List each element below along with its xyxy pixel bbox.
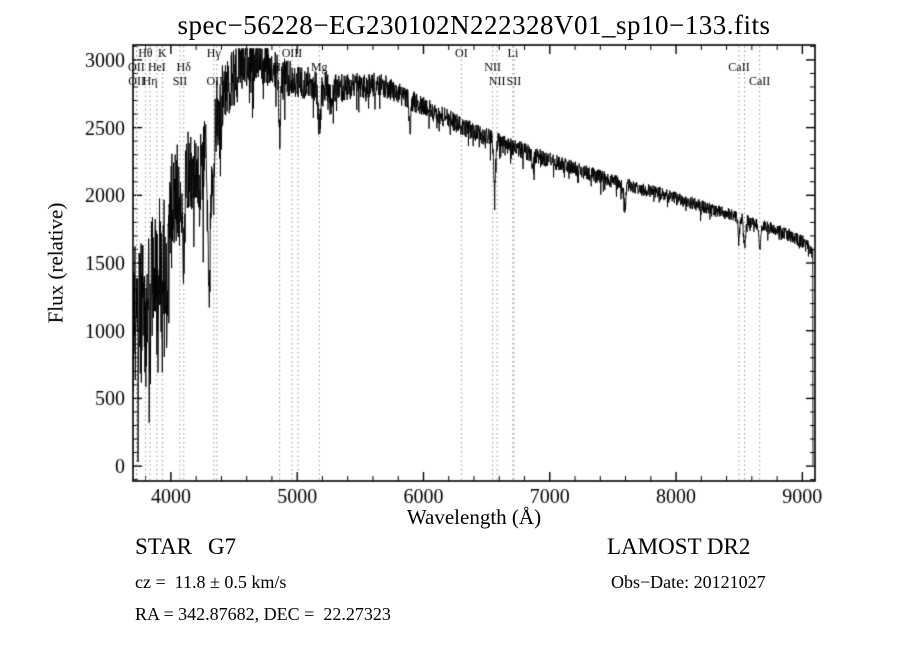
coordinates-text: RA = 342.87682, DEC = 22.27323 bbox=[135, 604, 391, 624]
obs-date-text: Obs−Date: 20121027 bbox=[611, 572, 766, 592]
plot-title: spec−56228−EG230102N222328V01_sp10−133.f… bbox=[177, 10, 771, 40]
x-axis-label: Wavelength (Å) bbox=[406, 505, 542, 529]
object-subclass-label: G7 bbox=[208, 534, 237, 559]
survey-label: LAMOST DR2 bbox=[607, 534, 751, 559]
y-axis-label: Flux (relative) bbox=[43, 202, 68, 324]
radial-velocity-text: cz = 11.8 ± 0.5 km/s bbox=[135, 572, 287, 592]
object-type-label: STAR bbox=[135, 534, 192, 559]
